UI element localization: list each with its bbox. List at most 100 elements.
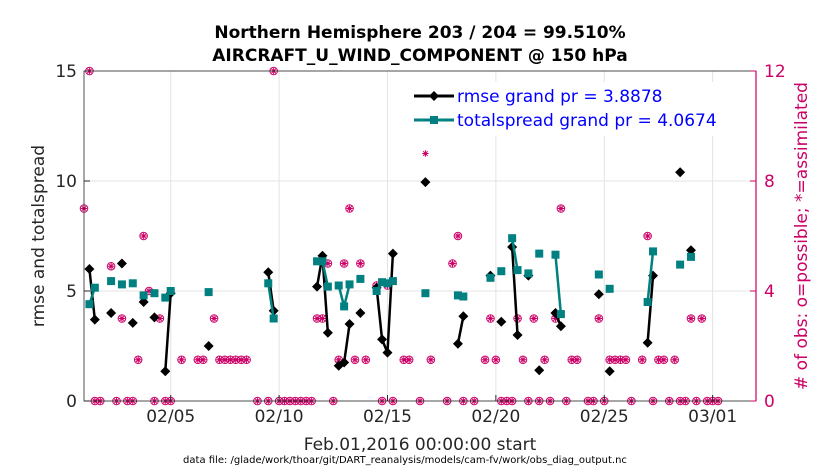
obs-possible-marker [643, 231, 652, 241]
obs-assimilated-marker [335, 356, 342, 363]
totalspread-point [508, 234, 517, 243]
totalspread-line [510, 237, 519, 271]
totalspread-point [551, 250, 560, 259]
obs-assimilated-marker [221, 356, 229, 363]
y-left-tick-label: 10 [55, 172, 77, 192]
totalspread-point [323, 282, 332, 291]
y-left-tick-label: 15 [55, 62, 77, 82]
x-tick-label: 02/25 [580, 407, 629, 427]
obs-possible-marker [345, 204, 354, 213]
totalspread-point [459, 292, 468, 301]
obs-assimilated-marker [622, 356, 630, 363]
y-axis-left-label: rmse and totalspread [29, 145, 49, 327]
totalspread-point [513, 266, 522, 275]
totalspread-point [85, 300, 94, 309]
obs-assimilated-marker [400, 356, 407, 363]
obs-possible-marker [480, 355, 490, 365]
series-layer [84, 167, 696, 377]
chart-title-line1: Northern Hemisphere 203 / 204 = 99.510% [214, 23, 625, 43]
totalspread-point [686, 252, 695, 261]
x-tick-label: 02/15 [363, 407, 412, 427]
totalspread-point [649, 247, 658, 256]
obs-possible-marker [518, 355, 528, 365]
totalspread-point [486, 273, 495, 282]
obs-assimilated-marker [481, 356, 489, 363]
x-axis: 02/05 02/10 02/15 02/20 02/25 03/01 [146, 395, 737, 427]
rmse-point [138, 297, 149, 307]
x-tick-label: 02/05 [146, 407, 195, 427]
totalspread-point [204, 288, 213, 297]
obs-possible-marker [426, 355, 436, 365]
legend: rmse grand pr = 3.8878 totalspread grand… [408, 82, 754, 136]
totalspread-point [150, 289, 159, 298]
rmse-point [160, 366, 171, 377]
totalspread-line [646, 251, 655, 303]
obs-possible-marker [356, 259, 365, 268]
obs-assimilated-marker [422, 150, 429, 157]
rmse-point [106, 308, 117, 318]
rmse-point [339, 357, 350, 368]
totalspread-line [267, 283, 275, 319]
totalspread-point [356, 274, 365, 283]
totalspread-line [554, 254, 563, 315]
obs-possible-marker [177, 355, 186, 365]
obs-possible-marker [117, 314, 127, 323]
obs-assimilated-marker [351, 356, 359, 363]
obs-assimilated-marker [140, 232, 147, 240]
legend-box [408, 82, 754, 136]
legend-rmse-marker [429, 91, 439, 101]
obs-assimilated-marker [595, 315, 603, 322]
totalspread-point [372, 287, 381, 295]
obs-assimilated-marker [655, 356, 662, 363]
obs-assimilated-marker [145, 287, 153, 295]
obs-possible-marker [448, 259, 457, 268]
obs-assimilated-marker [107, 263, 115, 270]
obs-assimilated-marker [324, 260, 332, 267]
legend-totalspread-marker [430, 116, 438, 124]
rmse-point [685, 245, 696, 256]
obs-possible-marker [486, 314, 495, 323]
rmse-point [203, 341, 214, 351]
totalspread-point [107, 277, 116, 286]
totalspread-point [524, 269, 533, 278]
rmse-point [344, 319, 355, 329]
obs-assimilated-marker [638, 356, 646, 363]
obs-possible-marker [453, 231, 463, 241]
y-left-tick-label: 5 [66, 282, 77, 302]
rmse-point [84, 264, 95, 274]
rmse-point [387, 248, 398, 259]
x-tick-label: 02/10 [255, 407, 304, 427]
obs-assimilated-marker [134, 356, 142, 363]
obs-assimilated-marker [698, 315, 706, 322]
obs-possible-marker [339, 259, 349, 268]
obs-assimilated-marker [606, 356, 613, 363]
obs-assimilated-marker [313, 315, 321, 322]
obs-assimilated-marker [573, 356, 581, 363]
obs-assimilated-marker [156, 315, 164, 322]
rmse-point [312, 281, 323, 292]
totalspread-point [340, 302, 349, 311]
rmse-point [512, 330, 523, 340]
obs-assimilated-marker [237, 356, 245, 363]
obs-assimilated-marker [611, 356, 619, 363]
rmse-line [267, 272, 275, 311]
obs-assimilated-marker [671, 356, 678, 363]
totalspread-point [117, 280, 126, 289]
x-tick-label: 03/01 [688, 407, 737, 427]
obs-possible-marker [139, 231, 148, 241]
obs-assimilated-marker [487, 315, 494, 322]
legend-totalspread-label: totalspread grand pr = 4.0674 [457, 111, 717, 131]
obs-possible-marker [540, 355, 549, 365]
obs-assimilated-marker [194, 356, 202, 363]
legend-rmse-label: rmse grand pr = 3.8878 [457, 87, 662, 107]
totalspread-point [643, 298, 652, 306]
obs-assimilated-marker [405, 356, 413, 363]
obs-assimilated-marker [357, 260, 364, 267]
data-file-footer: data file: /glade/work/thoar/git/DART_re… [183, 455, 627, 466]
obs-possible-marker [594, 314, 604, 323]
totalspread-point [556, 310, 565, 319]
obs-possible-marker [637, 355, 647, 365]
obs-assimilated-marker [227, 356, 234, 363]
obs-assimilated-marker [427, 356, 435, 363]
